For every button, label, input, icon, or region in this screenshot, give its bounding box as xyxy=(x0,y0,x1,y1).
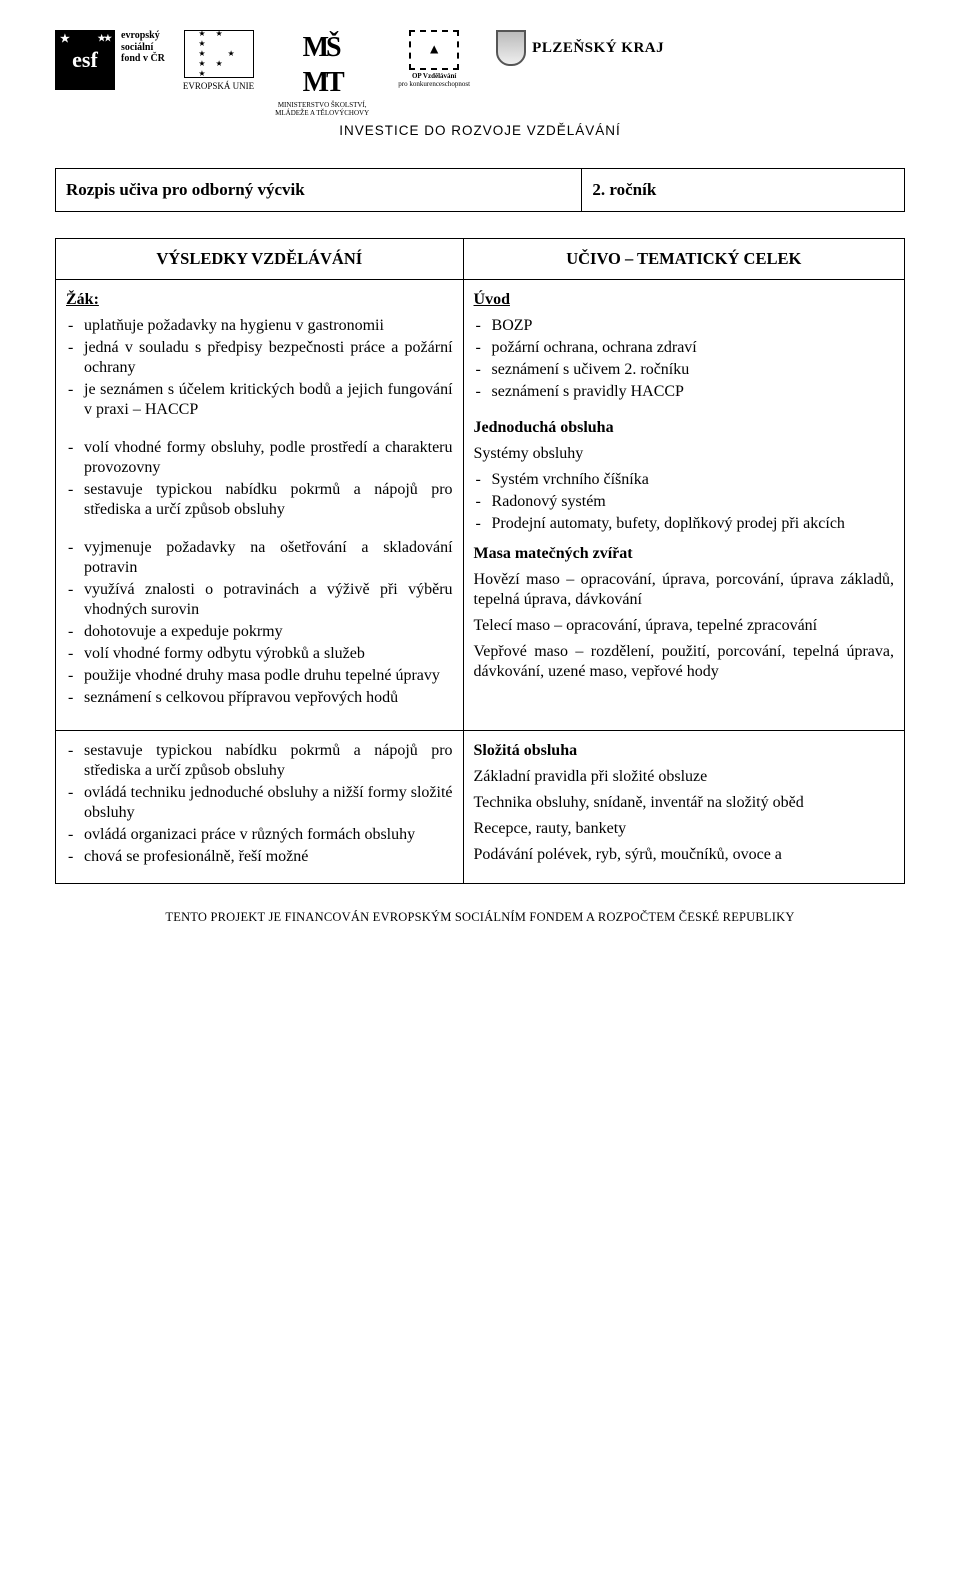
right-cell-2: Složitá obsluha Základní pravidla při sl… xyxy=(463,731,904,884)
list-item: využívá znalosti o potravinách a výživě … xyxy=(66,580,453,620)
header-left: Rozpis učiva pro odborný výcvik xyxy=(56,169,582,211)
op-frame-icon xyxy=(409,30,459,70)
logo-kraj: PLZEŇSKÝ KRAJ xyxy=(496,30,664,66)
left-list-1: uplatňuje požadavky na hygienu v gastron… xyxy=(66,316,453,420)
kraj-text: PLZEŇSKÝ KRAJ xyxy=(532,39,664,58)
sloz-p1: Základní pravidla při složité obsluze xyxy=(474,767,894,787)
list-item: sestavuje typickou nabídku pokrmů a nápo… xyxy=(66,480,453,520)
tagline: INVESTICE DO ROZVOJE VZDĚLÁVÁNÍ xyxy=(55,123,905,140)
jedno-title: Jednoduchá obsluha xyxy=(474,418,894,438)
footer: TENTO PROJEKT JE FINANCOVÁN EVROPSKÝM SO… xyxy=(55,910,905,926)
list-item: Systém vrchního číšníka xyxy=(474,470,894,490)
list-item: vyjmenuje požadavky na ošetřování a skla… xyxy=(66,538,453,578)
list-item: chová se profesionálně, řeší možné xyxy=(66,847,453,867)
list-item: BOZP xyxy=(474,316,894,336)
eu-caption: EVROPSKÁ UNIE xyxy=(183,81,254,92)
esf-mark-icon: esf xyxy=(55,30,115,90)
logo-esf: esf evropský sociální fond v ČR xyxy=(55,30,165,90)
list-item: seznámení s učivem 2. ročníku xyxy=(474,360,894,380)
list-item: použije vhodné druhy masa podle druhu te… xyxy=(66,666,453,686)
list-item: volí vhodné formy obsluhy, podle prostře… xyxy=(66,438,453,478)
esf-line: evropský xyxy=(121,30,165,42)
kraj-shield-icon xyxy=(496,30,526,66)
list-item: ovládá organizaci práce v různých formác… xyxy=(66,825,453,845)
list-item: Prodejní automaty, bufety, doplňkový pro… xyxy=(474,514,894,534)
logo-eu: ★ ★ ★★ ★★ ★ ★ EVROPSKÁ UNIE xyxy=(183,30,254,92)
left-list-2: volí vhodné formy obsluhy, podle prostře… xyxy=(66,438,453,520)
list-item: ovládá techniku jednoduché obsluhy a niž… xyxy=(66,783,453,823)
slozita-title: Složitá obsluha xyxy=(474,741,894,761)
col-header-right: UČIVO – TEMATICKÝ CELEK xyxy=(463,238,904,280)
left-list-3: vyjmenuje požadavky na ošetřování a skla… xyxy=(66,538,453,708)
list-item: seznámení s pravidly HACCP xyxy=(474,382,894,402)
list-item: dohotovuje a expeduje pokrmy xyxy=(66,622,453,642)
header-table: Rozpis učiva pro odborný výcvik 2. roční… xyxy=(55,168,905,211)
msmt-icon: MŠMT xyxy=(303,30,342,100)
left-list-4: sestavuje typickou nabídku pokrmů a nápo… xyxy=(66,741,453,867)
list-item: je seznámen s účelem kritických bodů a j… xyxy=(66,380,453,420)
uvod-title: Úvod xyxy=(474,290,894,310)
list-item: Radonový systém xyxy=(474,492,894,512)
masa-p1: Hovězí maso – opracování, úprava, porcov… xyxy=(474,570,894,610)
header-right: 2. ročník xyxy=(582,169,905,211)
uvod-list: BOZP požární ochrana, ochrana zdraví sez… xyxy=(474,316,894,402)
eu-flag-icon: ★ ★ ★★ ★★ ★ ★ xyxy=(184,30,254,78)
msmt-caption: MINISTERSTVO ŠKOLSTVÍ,MLÁDEŽE A TĚLOVÝCH… xyxy=(275,102,369,117)
list-item: jedná v souladu s předpisy bezpečnosti p… xyxy=(66,338,453,378)
masa-p3: Vepřové maso – rozdělení, použití, porco… xyxy=(474,642,894,682)
main-table: VÝSLEDKY VZDĚLÁVÁNÍ UČIVO – TEMATICKÝ CE… xyxy=(55,238,905,885)
list-item: sestavuje typickou nabídku pokrmů a nápo… xyxy=(66,741,453,781)
masa-title: Masa matečných zvířat xyxy=(474,544,894,564)
list-item: požární ochrana, ochrana zdraví xyxy=(474,338,894,358)
logo-op: OP Vzdělávánípro konkurenceschopnost xyxy=(390,30,478,88)
logo-strip: esf evropský sociální fond v ČR ★ ★ ★★ ★… xyxy=(55,30,905,117)
list-item: uplatňuje požadavky na hygienu v gastron… xyxy=(66,316,453,336)
list-item: volí vhodné formy odbytu výrobků a služe… xyxy=(66,644,453,664)
col-header-left: VÝSLEDKY VZDĚLÁVÁNÍ xyxy=(56,238,464,280)
sloz-p3: Recepce, rauty, bankety xyxy=(474,819,894,839)
right-cell-1: Úvod BOZP požární ochrana, ochrana zdrav… xyxy=(463,280,904,731)
systemy-list: Systém vrchního číšníka Radonový systém … xyxy=(474,470,894,534)
systemy-title: Systémy obsluhy xyxy=(474,444,894,464)
zak-label: Žák: xyxy=(66,290,453,310)
masa-p2: Telecí maso – opracování, úprava, tepeln… xyxy=(474,616,894,636)
sloz-p2: Technika obsluhy, snídaně, inventář na s… xyxy=(474,793,894,813)
left-cell-1: Žák: uplatňuje požadavky na hygienu v ga… xyxy=(56,280,464,731)
logo-msmt: MŠMT MINISTERSTVO ŠKOLSTVÍ,MLÁDEŽE A TĚL… xyxy=(272,30,372,117)
list-item: seznámení s celkovou přípravou vepřových… xyxy=(66,688,453,708)
esf-line: sociální xyxy=(121,42,165,54)
left-cell-2: sestavuje typickou nabídku pokrmů a nápo… xyxy=(56,731,464,884)
sloz-p4: Podávání polévek, ryb, sýrů, moučníků, o… xyxy=(474,845,894,865)
esf-line: fond v ČR xyxy=(121,53,165,65)
esf-text: evropský sociální fond v ČR xyxy=(121,30,165,65)
